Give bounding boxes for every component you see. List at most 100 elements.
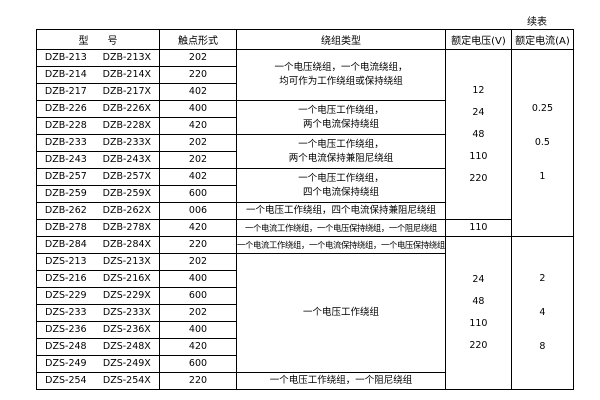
contact-cell: 006: [159, 202, 237, 220]
coil-type-cell: 一个电流工作绕组，一个电流保持绕组，一个电压保持绕组: [236, 236, 446, 254]
coil-line: 一个电流工作绕组，一个电流保持绕组，一个电压保持绕组: [237, 240, 445, 250]
voltage: 24: [472, 274, 485, 285]
header-cell: 额定电流(A): [510, 29, 574, 50]
model-cell: DZB-228 DZB-228X: [36, 117, 160, 135]
model-x: DZB-217X: [102, 86, 152, 97]
coil-line: 一个电压工作绕组，: [298, 172, 384, 184]
model-pair: DZS-213 DZS-213X: [38, 255, 159, 269]
model: DZB-278: [44, 222, 87, 233]
model-x: DZS-248X: [102, 341, 151, 352]
model-cell: DZB-243 DZB-243X: [36, 151, 160, 169]
table-row: DZB-262 DZB-262X 006 一个电压工作绕组，四个电流保持兼阻尼绕组: [36, 202, 574, 220]
model: DZB-213: [44, 52, 87, 63]
coil-line: 四个电流保持绕组: [302, 186, 379, 198]
voltage: 48: [472, 296, 485, 307]
model: DZB-217: [44, 86, 87, 97]
contact-cell: 220: [159, 372, 237, 390]
voltage: 48: [472, 128, 485, 140]
voltage: 110: [469, 150, 488, 162]
voltage-cell: 12 24 48 110 220: [444, 49, 512, 220]
model-cell: DZB-262 DZB-262X: [36, 202, 160, 220]
model-pair: DZS-254 DZS-254X: [38, 374, 159, 388]
model-pair: DZB-228 DZB-228X: [38, 119, 159, 133]
contact-cell: 202: [159, 253, 237, 271]
model-cell: DZB-217 DZB-217X: [36, 83, 160, 101]
model: DZB-226: [44, 103, 87, 114]
model-pair: DZS-216 DZS-216X: [38, 272, 159, 286]
current-list: 2 4 8: [512, 262, 572, 364]
model-pair: DZS-233 DZS-233X: [38, 306, 159, 320]
coil-line: 一个电流工作绕组，一个电压保持绕组，一个阻尼绕组: [244, 223, 437, 233]
coil-line: 均可作为工作绕组或保持绕组: [279, 76, 403, 87]
model-cell: DZB-226 DZB-226X: [36, 100, 160, 118]
model-x: DZS-229X: [102, 290, 151, 301]
model-cell: DZS-254 DZS-254X: [36, 372, 160, 390]
model: DZS-248: [45, 341, 87, 352]
model-pair: DZB-284 DZB-284X: [38, 238, 159, 252]
coil-type-cell: 一个电压工作绕组， 两个电流保持绕组: [236, 100, 446, 135]
model-cell: DZS-249 DZS-249X: [36, 355, 160, 373]
contact-cell: 600: [159, 355, 237, 373]
model-pair: DZB-259 DZB-259X: [38, 187, 159, 201]
coil-lines: 一个电压工作绕组， 四个电流保持绕组: [237, 172, 444, 200]
table-row: DZS-213 DZS-213X 202 一个电压工作绕组: [36, 253, 574, 373]
current: 8: [539, 341, 546, 352]
coil-line: 两个电流保持绕组: [302, 118, 379, 130]
current: 4: [539, 307, 546, 318]
continued-note: 续表: [527, 17, 547, 28]
model-cell: DZB-259 DZB-259X: [36, 185, 160, 203]
contact-cell: 202: [159, 304, 237, 322]
model-cell: DZS-236 DZS-236X: [36, 321, 160, 339]
table-row: DZB-284 DZB-284X 220 一个电流工作绕组，一个电流保持绕组，一个电压…: [36, 236, 574, 390]
model-pair: DZB-257 DZB-257X: [38, 170, 159, 184]
contact-cell: 420: [159, 219, 237, 237]
coil-lines: 一个电压工作绕组，一个阻尼绕组: [237, 374, 444, 388]
model-x: DZB-278X: [102, 222, 152, 233]
header-cell: 触点形式: [159, 29, 237, 50]
voltage: 220: [469, 172, 488, 184]
model-cell: DZB-278 DZB-278X: [36, 219, 160, 237]
model: DZS-213: [45, 256, 87, 267]
model-x: DZS-216X: [102, 273, 151, 284]
model-x: DZB-214X: [102, 69, 152, 80]
header-cell: 额定电压(V): [444, 29, 512, 50]
relay-table: 型 号触点形式 绕组类型 额定电压(V) 额定电流(A) DZB-213 DZB-213…: [36, 29, 574, 390]
voltage: 12: [472, 84, 485, 96]
model-x: DZB-243X: [102, 154, 152, 165]
voltage-list: 24 48 110 220: [446, 269, 510, 357]
current-list: 0.25 0.5 1: [512, 92, 572, 194]
model-x: DZB-228X: [102, 120, 152, 131]
current: 2: [539, 273, 546, 284]
coil-type-cell: 一个电压工作绕组，一个阻尼绕组: [236, 372, 446, 390]
model-pair: DZB-243 DZB-243X: [38, 153, 159, 167]
model-x: DZS-236X: [102, 324, 151, 335]
contact-cell: 202: [159, 49, 237, 67]
table-row: DZB-278 DZB-278X 420 一个电流工作绕组，一个电压保持绕组，一个阻尼…: [36, 219, 574, 237]
coil-type-cell: 一个电压绕组，一个电流绕组， 均可作为工作绕组或保持绕组: [236, 49, 446, 101]
coil-line: 一个电压工作绕组，: [298, 104, 384, 116]
model: DZS-236: [45, 324, 87, 335]
model-pair: DZS-229 DZS-229X: [38, 289, 159, 303]
model-cell: DZS-248 DZS-248X: [36, 338, 160, 356]
coil-type-cell: 一个电压工作绕组，四个电流保持兼阻尼绕组: [236, 202, 446, 220]
current: 0.5: [534, 137, 550, 148]
model: DZS-254: [45, 375, 87, 386]
model: DZB-214: [44, 69, 87, 80]
model: DZB-243: [44, 154, 87, 165]
model: DZB-284: [44, 239, 87, 250]
contact-cell: 600: [159, 287, 237, 305]
coil-line: 一个电压工作绕组，四个电流保持兼阻尼绕组: [245, 205, 436, 216]
model-pair: DZB-278 DZB-278X: [38, 221, 159, 235]
current-cell: 2 4 8: [510, 236, 574, 390]
coil-lines: 一个电流工作绕组，一个电流保持绕组，一个电压保持绕组: [237, 238, 445, 252]
contact-cell: 420: [159, 338, 237, 356]
coil-lines: 一个电压工作绕组: [237, 306, 444, 320]
header-row: 型 号触点形式 绕组类型 额定电压(V) 额定电流(A): [36, 29, 574, 50]
model: DZS-216: [45, 273, 87, 284]
model-pair: DZB-213 DZB-213X: [38, 51, 159, 65]
model-cell: DZS-213 DZS-213X: [36, 253, 160, 271]
model: DZB-233: [44, 137, 87, 148]
model-cell: DZB-214 DZB-214X: [36, 66, 160, 84]
coil-line: 两个电流保持兼阻尼绕组: [288, 152, 394, 164]
